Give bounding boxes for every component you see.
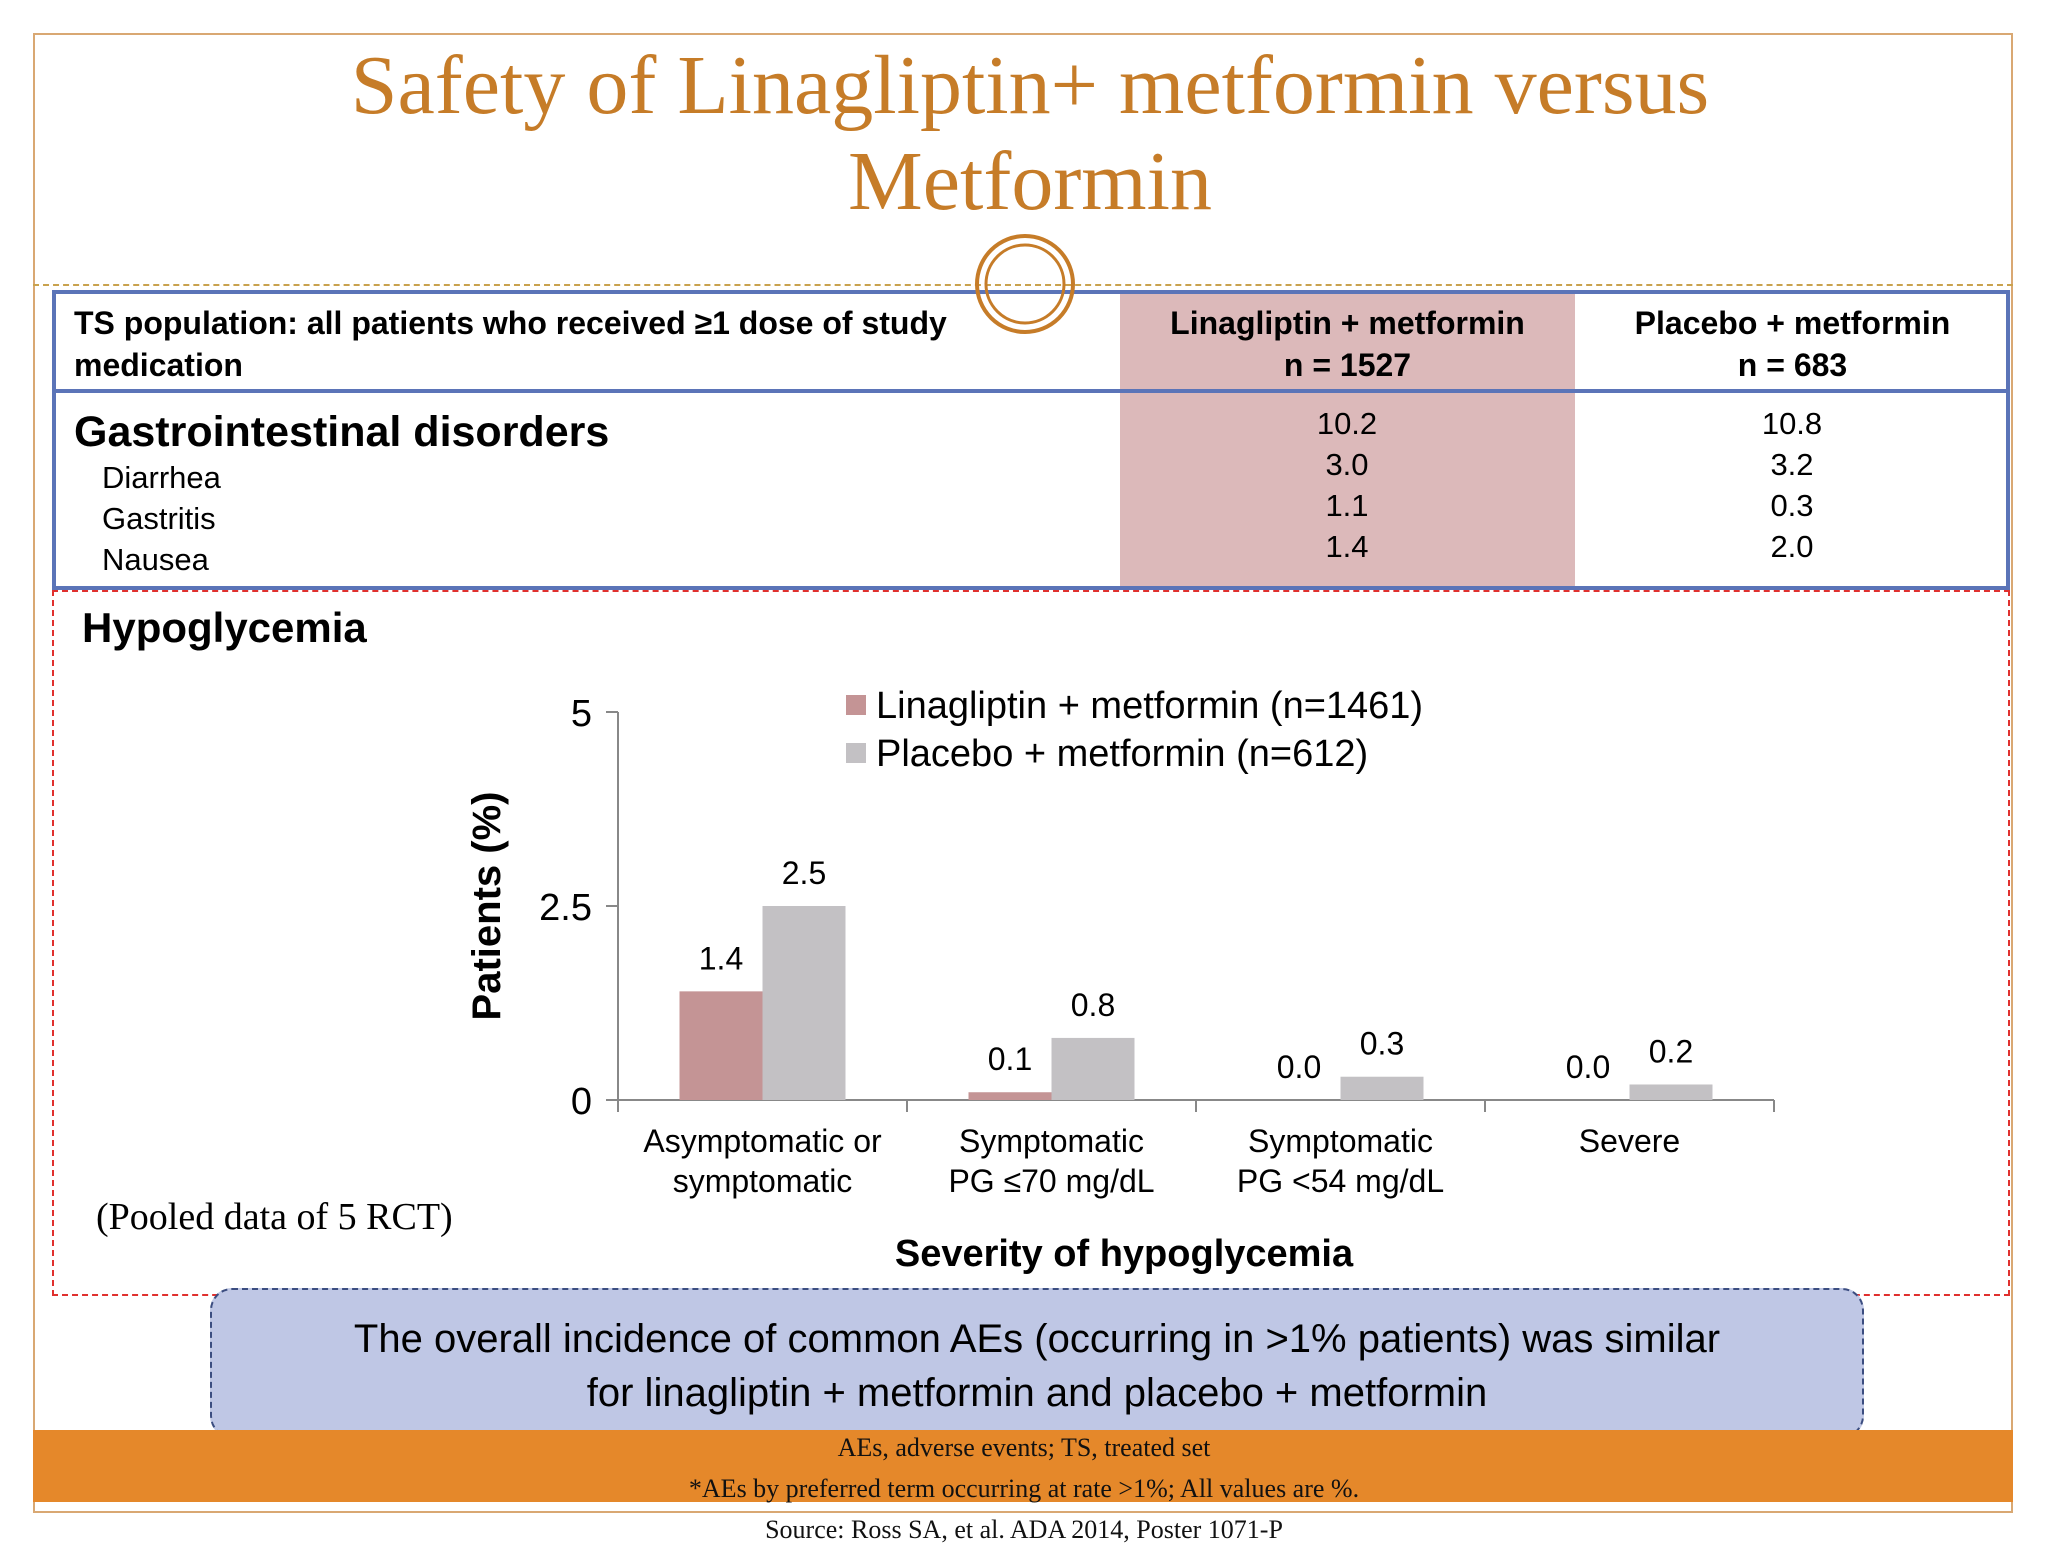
bar-value-label: 0.0 [1277,1049,1321,1085]
title-divider [33,284,2013,286]
gi-section-placebo: 10.8 [1761,406,1823,441]
callout-line-1: The overall incidence of common AEs (occ… [353,1317,1721,1361]
bar-placebo [1629,1084,1713,1100]
x-category-label: PG <54 mg/dL [1237,1163,1444,1199]
table-cell-linagliptin: 1.1 [1325,488,1369,523]
bar-value-label: 0.2 [1649,1033,1693,1069]
table-cell-placebo: 3.2 [1770,447,1814,482]
y-tick-label: 0 [571,1081,592,1123]
table-header-linagliptin: Linagliptin + metformin n = 1527 [1120,302,1575,386]
footnote-ae-definition: *AEs by preferred term occurring at rate… [688,1474,1360,1503]
table-cell-placebo: 0.3 [1770,488,1814,523]
bar-value-label: 0.8 [1071,987,1115,1023]
bar-value-label: 0.0 [1566,1049,1610,1085]
legend-label: Linagliptin + metformin (n=1461) [876,685,1423,727]
gi-section-title: Gastrointestinal disorders [74,408,610,456]
decorative-rings-icon [975,234,1075,334]
table-header-placebo-name: Placebo + metformin [1634,305,1951,341]
callout-line-2: for linagliptin + metformin and placebo … [586,1371,1488,1415]
bar-placebo [1340,1076,1424,1100]
x-category-label: symptomatic [673,1163,853,1199]
bar-placebo [762,906,846,1100]
bar-value-label: 0.3 [1360,1026,1404,1062]
table-cell-linagliptin: 1.4 [1325,529,1369,564]
hypoglycemia-title: Hypoglycemia [82,604,367,651]
linagliptin-column-highlight [1120,292,1575,590]
table-header-population: TS population: all patients who received… [74,305,947,383]
footnote-abbreviations: AEs, adverse events; TS, treated set [837,1433,1211,1462]
table-header-divider [52,389,2010,393]
x-category-label: PG ≤70 mg/dL [948,1163,1154,1199]
x-category-label: Symptomatic [959,1123,1144,1159]
table-header-linagliptin-n: n = 1527 [1283,347,1412,383]
y-tick-label: 5 [571,693,592,735]
x-category-label: Asymptomatic or [643,1123,882,1159]
gi-section-linagliptin: 10.2 [1316,406,1378,441]
table-cell-linagliptin: 3.0 [1325,447,1369,482]
pooled-data-note: (Pooled data of 5 RCT) [96,1196,453,1238]
x-category-label: Severe [1579,1123,1680,1159]
slide-title: Safety of Linagliptin+ metformin versus … [350,39,1710,228]
table-header-placebo-n: n = 683 [1737,347,1848,383]
footer-bar [33,1430,2013,1502]
footnote-source: Source: Ross SA, et al. ADA 2014, Poster… [765,1515,1283,1544]
bar-value-label: 0.1 [988,1041,1032,1077]
legend-swatch [846,695,866,715]
slide-frame [33,33,2013,1513]
table-header-linagliptin-name: Linagliptin + metformin [1170,305,1525,341]
bar-placebo [1051,1037,1135,1100]
table-row-label: Diarrhea [102,460,221,495]
x-axis-label: Severity of hypoglycemia [895,1233,1354,1275]
summary-callout: The overall incidence of common AEs (occ… [210,1288,1864,1438]
y-tick-label: 2.5 [539,887,592,929]
table-cell-placebo: 2.0 [1770,529,1814,564]
bar-value-label: 1.4 [699,940,743,976]
bar-linagliptin [968,1092,1052,1100]
x-category-label: Symptomatic [1248,1123,1433,1159]
legend-swatch [846,743,866,763]
table-header-placebo: Placebo + metformin n = 683 [1575,302,2010,386]
bar-linagliptin [679,991,763,1100]
table-row-label: Gastritis [102,501,216,536]
legend-label: Placebo + metformin (n=612) [876,733,1368,775]
y-axis-label: Patients (%) [465,792,509,1021]
ae-table [52,290,2010,590]
table-row-label: Nausea [102,542,209,577]
bar-value-label: 2.5 [782,855,826,891]
